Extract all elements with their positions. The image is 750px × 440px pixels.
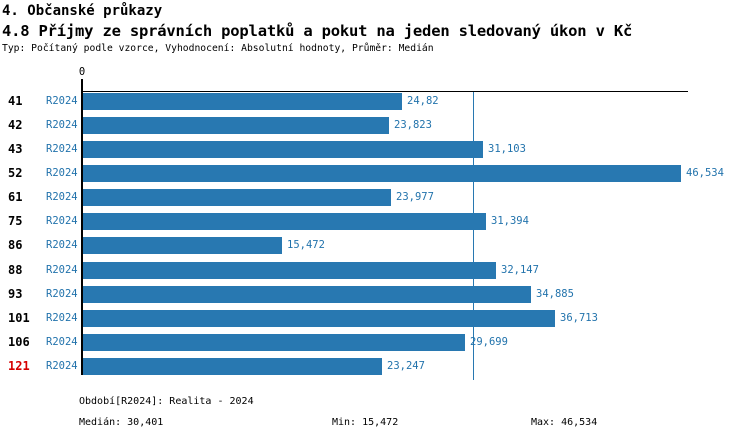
report-title: 4. Občanské průkazy bbox=[2, 3, 163, 19]
row-org-label: 41 bbox=[8, 94, 23, 108]
row-value-label: 23,823 bbox=[394, 119, 432, 131]
row-org-label: 106 bbox=[8, 335, 30, 349]
row-period-label: R2024 bbox=[46, 95, 78, 107]
row-bar bbox=[83, 117, 389, 134]
row-value-label: 31,103 bbox=[488, 143, 526, 155]
chart-row: 86 R2024 15,472 bbox=[0, 237, 750, 254]
row-value-label: 23,977 bbox=[396, 191, 434, 203]
row-org-label: 61 bbox=[8, 190, 23, 204]
chart-row: 42 R2024 23,823 bbox=[0, 117, 750, 134]
y-axis-line bbox=[81, 79, 83, 375]
row-value-label: 15,472 bbox=[287, 239, 325, 251]
row-value-label: 34,885 bbox=[536, 288, 574, 300]
chart-row: 88 R2024 32,147 bbox=[0, 262, 750, 279]
row-org-label: 42 bbox=[8, 118, 23, 132]
row-bar bbox=[83, 189, 391, 206]
row-value-label: 24,82 bbox=[407, 95, 439, 107]
chart-row: 75 R2024 31,394 bbox=[0, 213, 750, 230]
report-meta: Typ: Počítaný podle vzorce, Vyhodnocení:… bbox=[2, 43, 434, 54]
chart-row: 93 R2024 34,885 bbox=[0, 286, 750, 303]
chart-row: 106 R2024 29,699 bbox=[0, 334, 750, 351]
chart-row: 52 R2024 46,534 bbox=[0, 165, 750, 182]
report-subtitle: 4.8 Příjmy ze správních poplatků a pokut… bbox=[2, 22, 633, 40]
row-value-label: 32,147 bbox=[501, 264, 539, 276]
row-period-label: R2024 bbox=[46, 215, 78, 227]
row-bar bbox=[83, 237, 282, 254]
row-value-label: 31,394 bbox=[491, 215, 529, 227]
row-bar bbox=[83, 286, 531, 303]
row-value-label: 36,713 bbox=[560, 312, 598, 324]
row-period-label: R2024 bbox=[46, 288, 78, 300]
row-org-label: 88 bbox=[8, 263, 23, 277]
row-period-label: R2024 bbox=[46, 167, 78, 179]
row-bar bbox=[83, 165, 681, 182]
row-period-label: R2024 bbox=[46, 336, 78, 348]
row-value-label: 46,534 bbox=[686, 167, 724, 179]
chart-row: 121 R2024 23,247 bbox=[0, 358, 750, 375]
row-bar bbox=[83, 93, 402, 110]
row-value-label: 29,699 bbox=[470, 336, 508, 348]
median-reference-line bbox=[473, 92, 474, 380]
chart-row: 43 R2024 31,103 bbox=[0, 141, 750, 158]
chart-row: 101 R2024 36,713 bbox=[0, 310, 750, 327]
row-bar bbox=[83, 262, 496, 279]
row-org-label: 121 bbox=[8, 359, 30, 373]
row-period-label: R2024 bbox=[46, 312, 78, 324]
row-period-label: R2024 bbox=[46, 239, 78, 251]
chart-row: 61 R2024 23,977 bbox=[0, 189, 750, 206]
row-bar bbox=[83, 334, 465, 351]
row-org-label: 52 bbox=[8, 166, 23, 180]
row-org-label: 43 bbox=[8, 142, 23, 156]
chart-row: 41 R2024 24,82 bbox=[0, 93, 750, 110]
footer-max: Max: 46,534 bbox=[531, 417, 598, 428]
row-bar bbox=[83, 213, 486, 230]
row-period-label: R2024 bbox=[46, 191, 78, 203]
row-period-label: R2024 bbox=[46, 264, 78, 276]
row-period-label: R2024 bbox=[46, 119, 78, 131]
footer-period-info: Období[R2024]: Realita - 2024 bbox=[79, 396, 254, 407]
row-org-label: 93 bbox=[8, 287, 23, 301]
row-org-label: 75 bbox=[8, 214, 23, 228]
x-axis-line bbox=[81, 91, 688, 92]
row-value-label: 23,247 bbox=[387, 360, 425, 372]
x-axis-zero-label: 0 bbox=[78, 66, 86, 78]
footer-median: Medián: 30,401 bbox=[79, 417, 164, 428]
row-bar bbox=[83, 358, 382, 375]
row-period-label: R2024 bbox=[46, 360, 78, 372]
row-period-label: R2024 bbox=[46, 143, 78, 155]
footer-min: Min: 15,472 bbox=[332, 417, 399, 428]
row-bar bbox=[83, 310, 555, 327]
row-org-label: 101 bbox=[8, 311, 30, 325]
row-org-label: 86 bbox=[8, 238, 23, 252]
row-bar bbox=[83, 141, 483, 158]
